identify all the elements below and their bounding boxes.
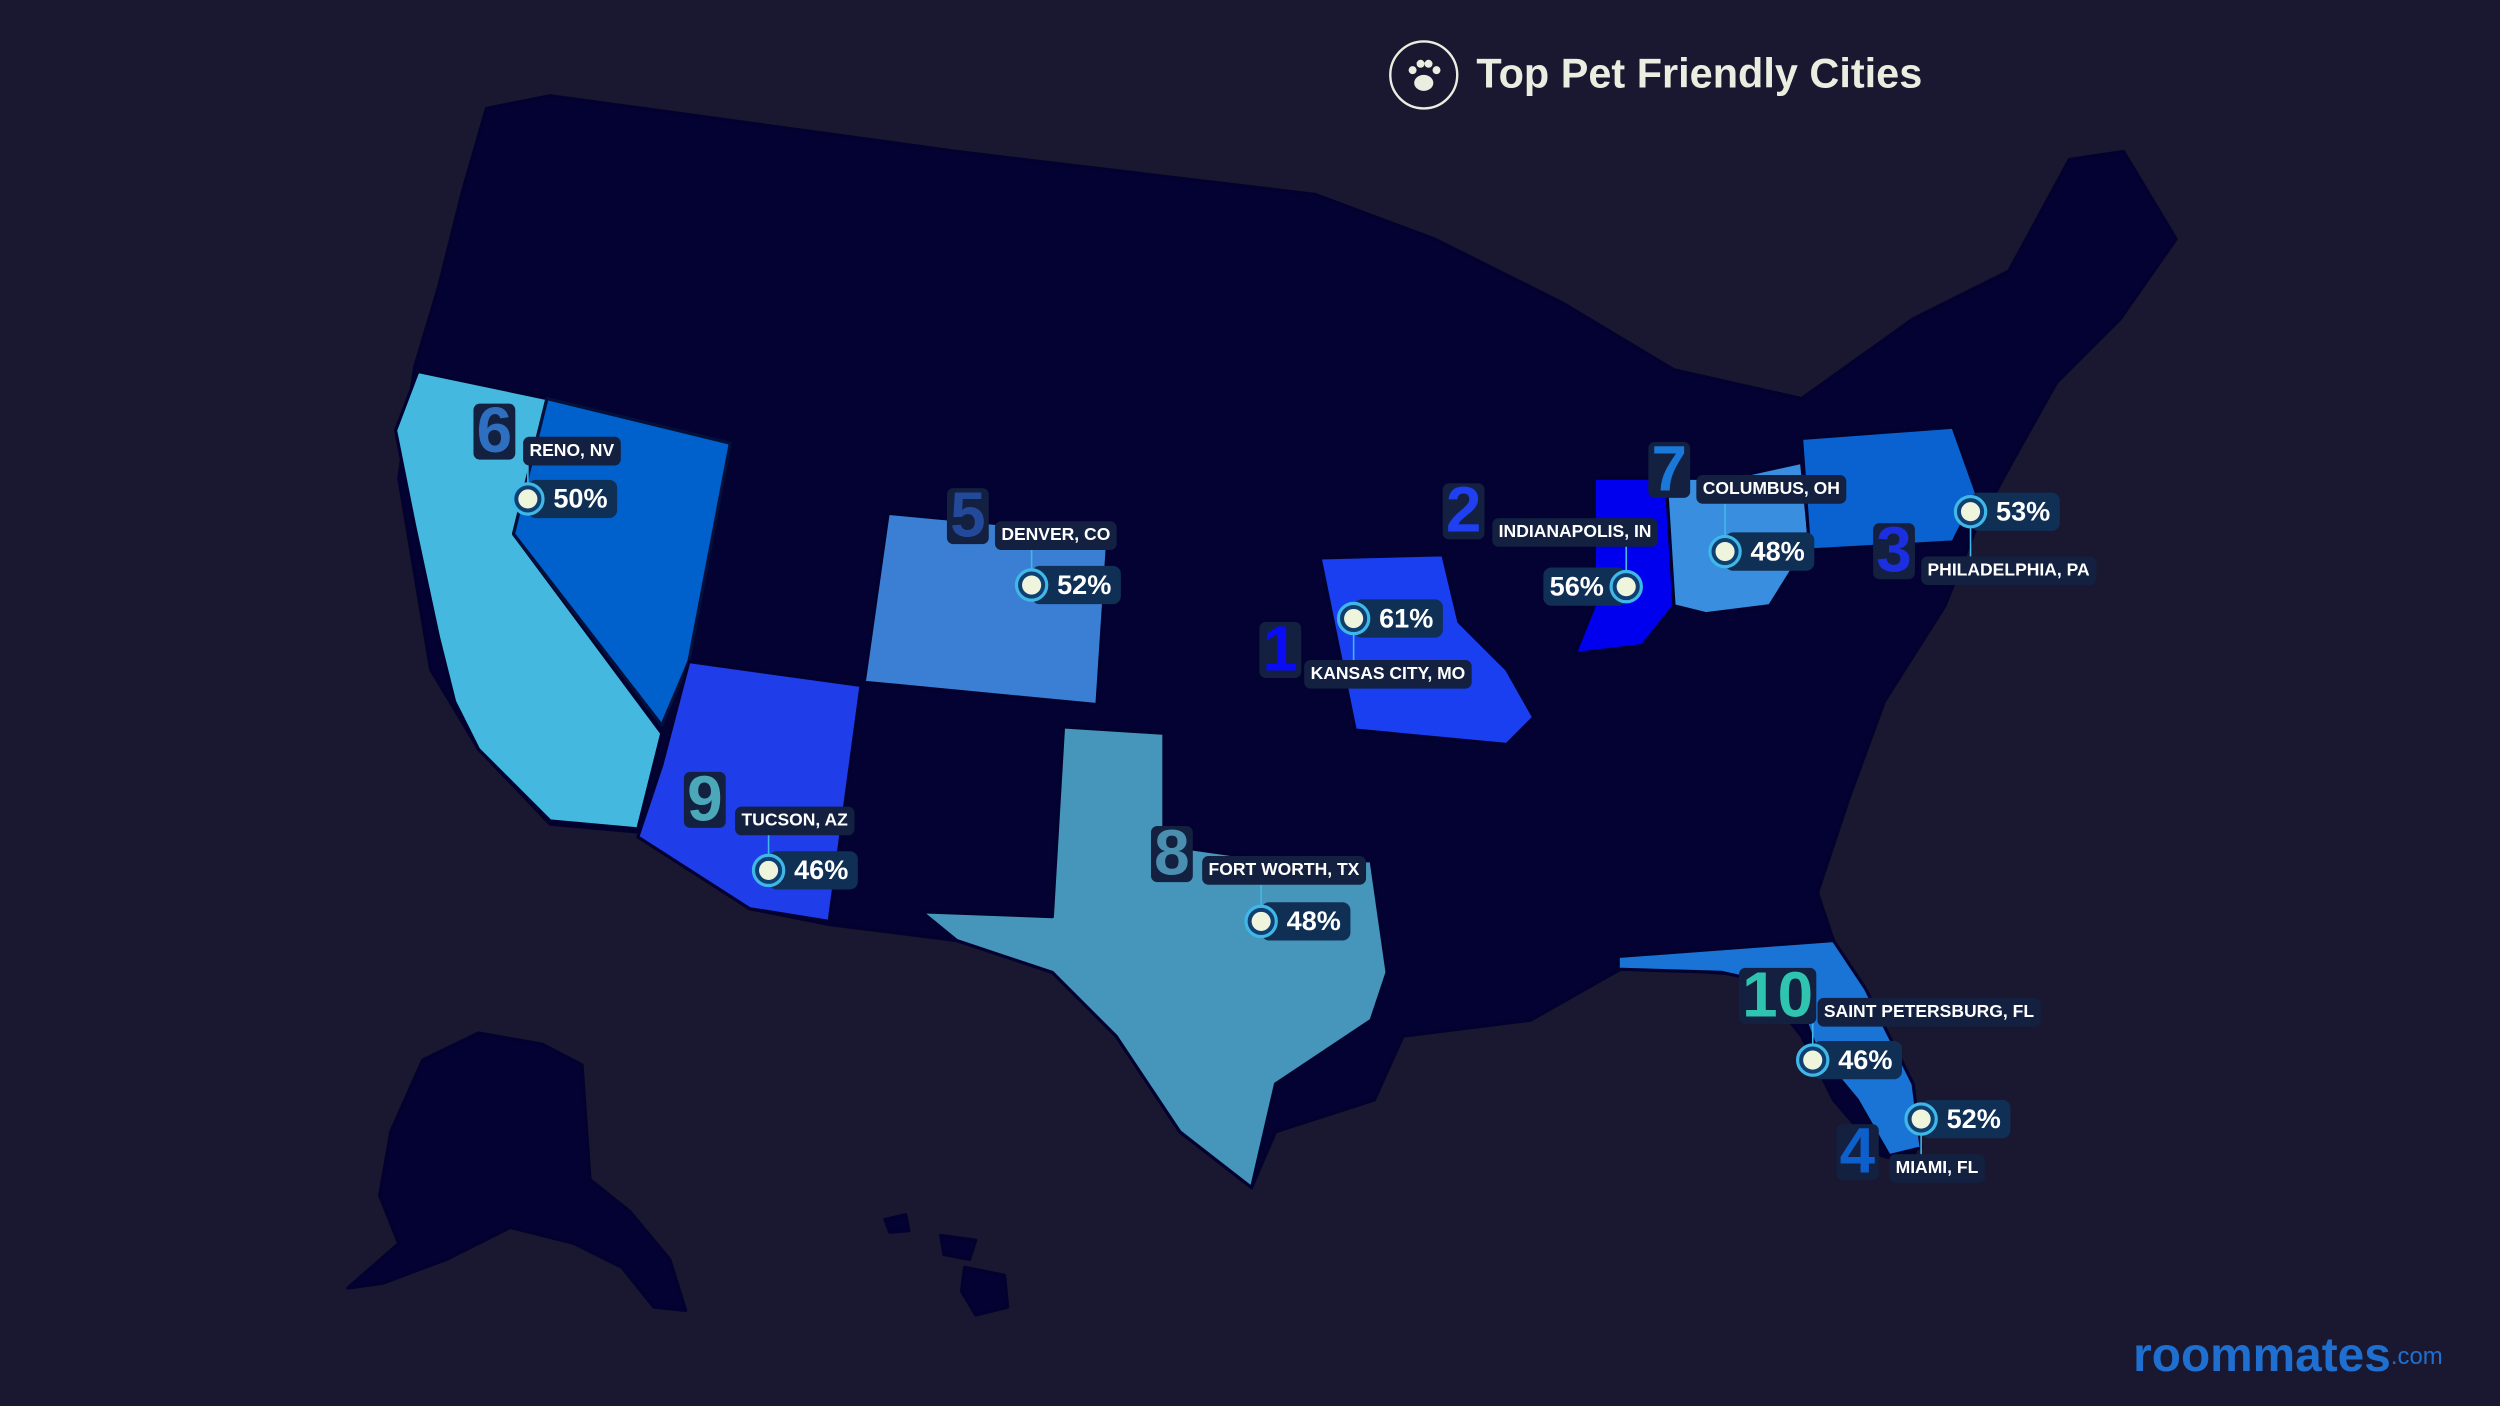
- percent-pill: [1970, 492, 2060, 531]
- brand-suffix: .com: [2391, 1343, 2443, 1370]
- state-texas: [920, 725, 1389, 1190]
- percent-pill: [1812, 1040, 1902, 1080]
- city-name: COLUMBUS, OH: [1703, 478, 1840, 498]
- percent-pill: [1261, 902, 1351, 941]
- rank: 8: [1154, 816, 1189, 888]
- percent: 53%: [1996, 495, 2050, 526]
- percent: 50%: [553, 483, 607, 514]
- city-name: TUCSON, AZ: [741, 810, 848, 830]
- name-pill: [1696, 475, 1847, 504]
- city-label: 10 SAINT PETERSBURG, FL 46%: [1738, 958, 2041, 1080]
- rank: 10: [1742, 958, 1813, 1030]
- marker-dot: [518, 489, 538, 509]
- rank-badge: [1442, 483, 1485, 540]
- brand-name: roommates: [2133, 1329, 2391, 1382]
- rank: 7: [1652, 432, 1687, 504]
- rank: 5: [950, 479, 985, 551]
- percent: 52%: [1947, 1103, 2001, 1134]
- marker-dot: [759, 860, 779, 880]
- percent-pill: [1543, 567, 1627, 606]
- paw-icon-ring: [1389, 40, 1459, 110]
- city-name: FORT WORTH, TX: [1209, 859, 1360, 879]
- marker-dot: [1715, 541, 1735, 562]
- city-label: 2 INDIANAPOLIS, IN 56%: [1442, 474, 1658, 606]
- rank-badge: [946, 488, 989, 545]
- rank-badge: [473, 403, 516, 460]
- rank-badge: [1150, 826, 1193, 883]
- name-pill: [1202, 856, 1367, 885]
- rank: 1: [1263, 612, 1298, 684]
- percent: 56%: [1550, 570, 1604, 601]
- percent-pill: [768, 851, 858, 890]
- rank: 2: [1446, 474, 1481, 546]
- percent: 48%: [1287, 905, 1341, 936]
- marker-dot: [1803, 1050, 1823, 1070]
- percent: 61%: [1379, 602, 1433, 633]
- name-pill: [735, 806, 855, 836]
- paw-icon: [1408, 59, 1441, 91]
- percent: 48%: [1751, 535, 1805, 566]
- city-label: 9 TUCSON, AZ 46%: [683, 762, 858, 890]
- rank-badge: [1836, 1124, 1879, 1181]
- name-pill: [1492, 518, 1658, 547]
- city-label: 5 DENVER, CO 52%: [946, 479, 1121, 605]
- percent: 52%: [1057, 569, 1111, 600]
- name-pill: [994, 521, 1117, 550]
- city-name: INDIANAPOLIS, IN: [1499, 521, 1652, 541]
- marker-dot: [1616, 577, 1636, 597]
- city-label: 7 COLUMBUS, OH 48%: [1648, 432, 1847, 571]
- city-name: SAINT PETERSBURG, FL: [1824, 1001, 2034, 1021]
- marker-dot: [1911, 1109, 1931, 1129]
- city-labels: 1 KANSAS CITY, MO 61% 2 INDIANAPOLIS, IN 56% 3…: [473, 394, 2097, 1187]
- rank-badge: [1259, 621, 1302, 679]
- rank: 6: [477, 394, 512, 466]
- city-name: MIAMI, FL: [1896, 1157, 1979, 1177]
- rank: 4: [1840, 1115, 1876, 1187]
- percent: 46%: [794, 854, 848, 885]
- rank-badge: [1873, 523, 1915, 580]
- name-pill: [1889, 1154, 1985, 1183]
- marker-dot: [1022, 575, 1042, 595]
- marker-dot: [1251, 911, 1271, 931]
- percent-pill: [1725, 532, 1815, 571]
- rank-badge: [1738, 967, 1817, 1024]
- percent: 46%: [1838, 1044, 1892, 1075]
- rank: 3: [1876, 514, 1911, 586]
- name-pill: [1304, 659, 1472, 689]
- marker-dot: [1960, 502, 1981, 522]
- alaska: [346, 1031, 688, 1312]
- name-pill: [1921, 556, 2097, 586]
- marker-dot: [1344, 608, 1364, 629]
- name-pill: [523, 436, 621, 466]
- percent-pill: [527, 479, 618, 519]
- city-label: 4 MIAMI, FL 52%: [1836, 1099, 2011, 1187]
- title: Top Pet Friendly Cities: [1476, 49, 1922, 96]
- rank: 9: [687, 762, 722, 834]
- brand: roommates.com: [2133, 1329, 2443, 1382]
- name-pill: [1817, 997, 2041, 1027]
- hawaii: [883, 1213, 1010, 1317]
- title-group: Top Pet Friendly Cities: [1389, 40, 1922, 110]
- city-name: PHILADELPHIA, PA: [1927, 559, 2090, 579]
- percent-pill: [1031, 565, 1121, 605]
- city-label: 6 RENO, NV 50%: [473, 394, 621, 519]
- city-name: DENVER, CO: [1001, 524, 1110, 544]
- percent-pill: [1921, 1099, 2011, 1139]
- city-name: KANSAS CITY, MO: [1311, 663, 1466, 683]
- city-label: 1 KANSAS CITY, MO 61%: [1259, 599, 1472, 689]
- city-label: 8 FORT WORTH, TX 48%: [1150, 816, 1367, 941]
- percent-pill: [1353, 599, 1443, 638]
- rank-badge: [1648, 441, 1691, 498]
- rank-badge: [683, 771, 726, 828]
- city-name: RENO, NV: [529, 440, 614, 460]
- city-label: 3 PHILADELPHIA, PA 53%: [1873, 492, 2097, 586]
